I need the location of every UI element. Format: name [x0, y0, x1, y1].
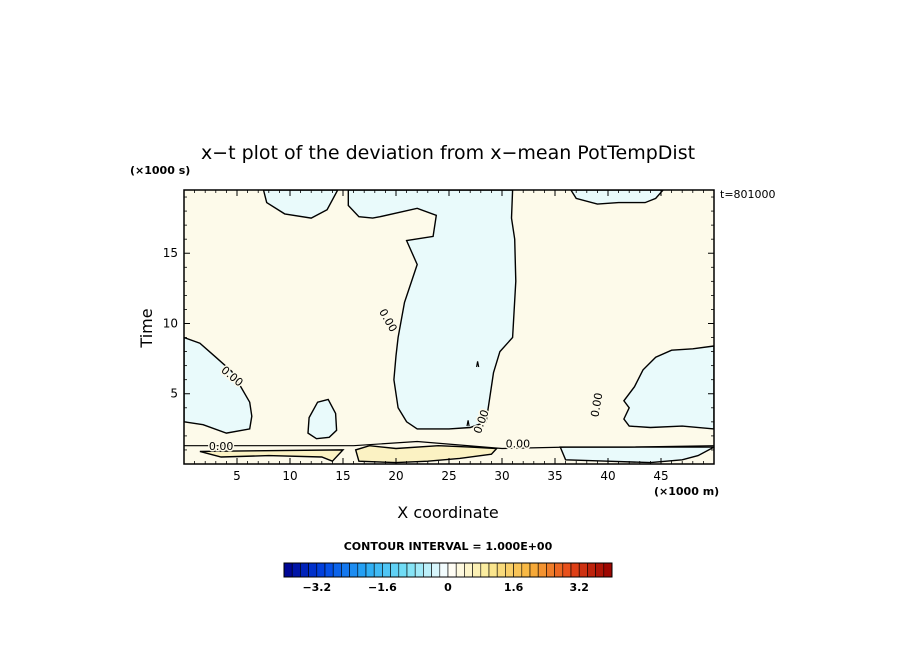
colorbar-cell	[324, 562, 334, 578]
colorbar-cell	[480, 562, 490, 578]
colorbar-tick-label: −1.6	[368, 581, 397, 594]
plot-area: 0.000.000.000.00 0.000.00	[183, 189, 715, 465]
x-unit-label: (×1000 m)	[654, 485, 719, 498]
colorbar-cell	[373, 562, 383, 578]
contour-line	[476, 361, 480, 368]
x-tick-label: 40	[600, 469, 615, 483]
colorbar	[283, 562, 613, 578]
x-tick-label: 5	[233, 469, 241, 483]
contour-region-negative	[570, 190, 665, 205]
contour-region-negative	[347, 190, 517, 430]
colorbar-cell	[472, 562, 482, 578]
contour-region-negative	[559, 446, 714, 464]
colorbar-cell	[464, 562, 473, 578]
contour-region-positive	[354, 444, 499, 464]
x-axis-label: X coordinate	[397, 503, 498, 522]
colorbar-cell	[546, 562, 555, 578]
colorbar-cell	[365, 562, 375, 578]
contour-region-positive	[199, 449, 345, 463]
contour-line	[466, 420, 470, 427]
colorbar-tick-label: 3.2	[569, 581, 589, 594]
colorbar-cell	[332, 562, 342, 578]
colorbar-cell	[513, 562, 523, 578]
x-tick-label: 20	[388, 469, 403, 483]
colorbar-cell	[357, 562, 367, 578]
colorbar-cell	[488, 562, 498, 578]
colorbar-tick-label: 1.6	[504, 581, 524, 594]
colorbar-cell	[341, 562, 350, 578]
colorbar-cell	[562, 562, 572, 578]
x-tick-label: 15	[335, 469, 350, 483]
y-tick-label: 10	[163, 316, 178, 330]
colorbar-cell	[496, 562, 506, 578]
colorbar-cell	[521, 562, 531, 578]
colorbar-cell	[414, 562, 424, 578]
colorbar-tick-label: −3.2	[302, 581, 331, 594]
colorbar-cell	[439, 562, 449, 578]
x-tick-label: 30	[494, 469, 509, 483]
x-tick-label: 45	[653, 469, 668, 483]
colorbar-cell	[308, 562, 318, 578]
colorbar-cell	[398, 562, 408, 578]
contour-region-negative	[184, 336, 253, 434]
colorbar-cell	[578, 562, 588, 578]
x-tick-label: 10	[282, 469, 297, 483]
contour-label: 0.00	[506, 437, 531, 450]
colorbar-cell	[423, 562, 432, 578]
colorbar-cell	[390, 562, 400, 578]
y-tick-label: 15	[163, 246, 178, 260]
contour-region-negative	[623, 345, 714, 430]
colorbar-cell	[382, 562, 391, 578]
contour-line	[184, 440, 714, 450]
colorbar-cell	[505, 562, 514, 578]
colorbar-cell	[455, 562, 465, 578]
colorbar-cell	[529, 562, 539, 578]
time-annotation: t=801000	[720, 188, 776, 201]
colorbar-frame	[283, 562, 613, 578]
y-unit-label: (×1000 s)	[130, 164, 190, 177]
colorbar-cell	[603, 562, 613, 578]
colorbar-cell	[537, 562, 547, 578]
colorbar-cell	[283, 562, 293, 578]
x-tick-label: 25	[441, 469, 456, 483]
colorbar-cell	[554, 562, 564, 578]
contour-label: 0.00	[588, 392, 605, 418]
contour-label: 0.00	[209, 440, 234, 453]
contour-region-negative	[262, 190, 339, 219]
colorbar-tick-label: 0	[444, 581, 452, 594]
chart-title: x−t plot of the deviation from x−mean Po…	[201, 142, 695, 164]
colorbar-cell	[300, 562, 309, 578]
colorbar-cell	[406, 562, 416, 578]
colorbar-ticks: −3.2 −1.6 0 1.6 3.2	[302, 581, 589, 594]
colorbar-cell	[316, 562, 326, 578]
x-tick-label: 35	[547, 469, 562, 483]
contour-region-negative	[307, 398, 338, 440]
colorbar-cell	[587, 562, 596, 578]
y-axis: 5 10 15	[163, 196, 714, 451]
contour-interval-label: CONTOUR INTERVAL = 1.000E+00	[344, 540, 553, 553]
colorbar-cell	[447, 562, 457, 578]
x-axis: 5 10 15 20 25 30 35 40 45	[194, 190, 704, 483]
colorbar-cell	[349, 562, 359, 578]
colorbar-cell	[570, 562, 580, 578]
y-tick-label: 5	[170, 387, 178, 401]
y-axis-label: Time	[137, 308, 156, 348]
colorbar-cell	[595, 562, 605, 578]
colorbar-cell	[291, 562, 301, 578]
colorbar-cell	[431, 562, 441, 578]
